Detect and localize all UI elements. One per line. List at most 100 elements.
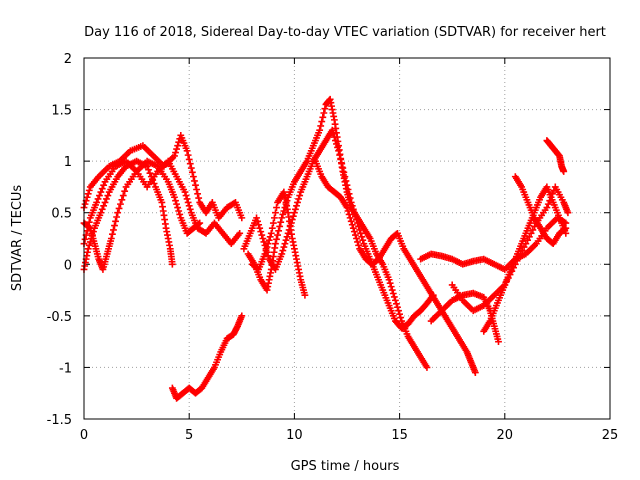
x-tick-label: 0 [80,428,88,443]
data-point [330,133,338,141]
data-point [338,160,346,168]
grid-lines [84,58,610,419]
data-point [355,223,362,230]
data-point [176,211,184,218]
data-point [259,235,267,242]
data-point [320,109,328,117]
data-point [147,173,155,181]
data-point [282,236,290,244]
data-point [182,192,190,199]
data-point [525,233,533,241]
data-point [291,209,298,217]
data-point [100,181,108,189]
series-track-8 [248,188,309,299]
data-point [562,224,570,232]
data-point [192,181,199,189]
data-point [343,204,351,211]
data-point [262,247,270,254]
data-point [529,226,537,234]
data-point [396,310,403,318]
data-point [183,147,191,155]
series-track-9 [312,157,479,376]
data-point [86,238,94,246]
data-point [279,247,287,254]
data-point [423,364,431,371]
data-point [316,126,324,134]
series-track-7 [240,126,437,332]
data-point [119,192,127,199]
data-point [341,173,349,181]
data-point [543,204,551,211]
data-point [346,214,354,222]
data-point [336,151,344,159]
data-point [349,205,357,213]
data-point [344,207,352,215]
data-point [186,205,194,213]
data-point [277,218,285,226]
data-point [185,156,193,163]
chart-title: Day 116 of 2018, Sidereal Day-to-day VTE… [84,25,606,40]
data-point [97,188,105,196]
data-point [93,199,101,206]
x-axis-label: GPS time / hours [291,459,400,474]
data-point [114,209,122,217]
data-point [319,113,327,121]
data-point [520,243,528,251]
data-point [524,236,531,244]
data-point [264,240,272,248]
data-point [168,260,176,268]
data-point [98,205,106,213]
data-point [184,199,192,206]
data-point [238,312,246,320]
data-point [386,279,394,287]
data-point [281,240,289,248]
data-point [544,200,552,208]
data-point [349,224,357,232]
data-point [261,250,269,258]
data-point [118,196,126,204]
data-point [145,166,152,174]
data-point [348,202,356,210]
data-point [109,230,116,238]
data-point [195,194,203,202]
data-point [389,290,397,297]
data-point [149,176,157,184]
data-point [85,223,93,231]
data-point [284,229,292,237]
data-point [347,199,355,206]
data-point [236,229,244,237]
data-point [388,286,396,294]
x-tick-label: 25 [602,428,619,443]
data-point [172,197,179,205]
data-point [84,245,92,253]
data-point [271,214,278,222]
data-point [191,177,198,185]
data-point [269,219,277,227]
data-points [80,95,572,402]
plot-frame [83,57,611,420]
data-point [564,209,572,217]
data-point [342,177,350,185]
data-point [104,192,112,199]
data-point [385,276,393,284]
data-point [274,231,281,239]
data-point [354,219,361,227]
data-point [196,219,204,227]
data-point [101,199,109,206]
data-point [98,185,106,193]
data-point [175,138,183,146]
data-point [353,235,360,242]
data-point [279,211,287,218]
data-point [495,338,502,346]
data-point [171,152,178,160]
data-point [238,214,246,222]
data-point [348,221,356,229]
data-point [171,193,178,201]
data-point [85,241,93,249]
axis-ticks [83,57,611,420]
data-point [113,213,121,221]
data-point [356,226,364,234]
data-point [84,190,92,198]
data-point [352,212,359,220]
data-point [263,243,271,251]
